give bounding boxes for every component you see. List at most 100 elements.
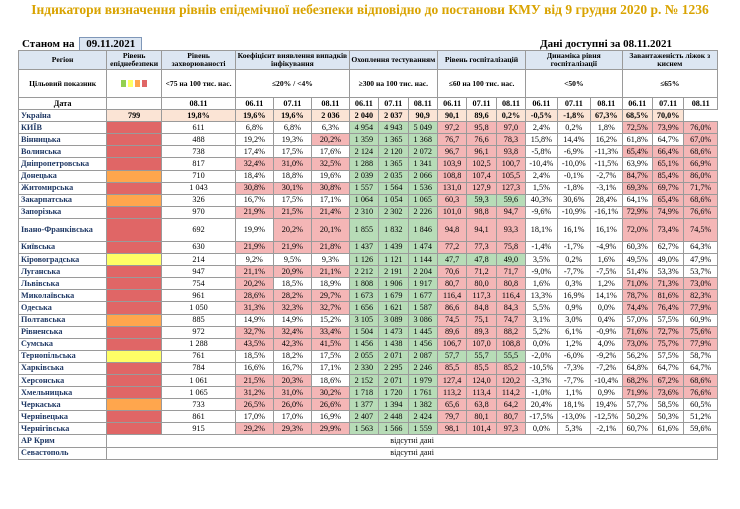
date-row: Дата 08.11 06.11 07.11 08.11 06.11 07.11 08.11… xyxy=(17,96,718,111)
date-cell: 06.11 xyxy=(436,96,468,111)
level-indicator xyxy=(106,217,163,242)
target-testing: ≥300 на 100 тис. нас. xyxy=(348,69,438,98)
value-cell: 2 204 xyxy=(407,265,438,279)
date-cell: 06.11 xyxy=(621,96,653,111)
value-cell: 65,4% xyxy=(651,193,685,207)
value-cell: 1 438 xyxy=(378,337,409,351)
value-cell: 1 456 xyxy=(407,337,438,351)
value-cell: 43,5% xyxy=(235,337,274,351)
region-name: Дніпропетровська xyxy=(17,157,108,171)
value-cell: 80,7 xyxy=(436,277,468,291)
value-cell: 67,0% xyxy=(683,133,718,147)
value-cell: 55,7 xyxy=(466,349,497,363)
available-label: Дані доступні за xyxy=(540,38,621,50)
value-cell: 77,3 xyxy=(466,240,497,255)
table-row: Івано-Франківська 692 19,9% 20,2% 20,1% 1 855… xyxy=(17,217,718,242)
region-name: Закарпатська xyxy=(17,193,108,207)
target-beds: ≤65% xyxy=(621,69,718,98)
value-cell: 1 906 xyxy=(378,277,409,291)
table-row: Запорізька 970 21,9% 21,5% 21,4% 2 310 2 302 2 … xyxy=(17,205,718,219)
value-cell: 76,4% xyxy=(651,301,685,315)
table-row: Одеська 1 050 31,3% 32,3% 32,7% 1 656 1 621 1 5… xyxy=(17,301,718,315)
region-name: Полтавська xyxy=(17,313,108,327)
value-cell: 21,4% xyxy=(311,205,350,219)
value-cell: 21,8% xyxy=(311,240,350,255)
value-cell: 21,9% xyxy=(235,240,274,255)
value-cell: 1 368 xyxy=(407,133,438,147)
value-cell: 2 226 xyxy=(407,205,438,219)
value-cell: 62,7% xyxy=(651,240,685,255)
value-cell: 1 382 xyxy=(407,398,438,412)
table-row: Закарпатська 326 16,7% 17,5% 17,1% 1 064 1 054… xyxy=(17,193,718,207)
value-cell: 20,2% xyxy=(311,133,350,147)
value-cell: -7,7% xyxy=(556,373,592,388)
table-row: Вінницька 488 19,2% 19,3% 20,2% 1 359 1 365 1 3… xyxy=(17,133,718,147)
level-indicator xyxy=(106,169,163,183)
value-cell: 16,6% xyxy=(235,361,274,375)
value-cell: 2 055 xyxy=(348,349,380,363)
value-cell: 970 xyxy=(161,205,237,219)
value-cell: 65,6 xyxy=(436,398,468,412)
value-cell: 1 673 xyxy=(348,289,380,303)
value-cell: 1 377 xyxy=(348,398,380,412)
value-cell: -10,5% xyxy=(525,361,558,375)
value-cell: 1 563 xyxy=(348,422,380,436)
value-cell: 26,6% xyxy=(311,398,350,412)
value-cell: 18,6% xyxy=(311,373,350,388)
value-cell: 71,2 xyxy=(466,265,497,279)
value-cell: 76,6% xyxy=(683,386,718,400)
value-cell: 1 437 xyxy=(348,240,380,255)
value-cell: -1,0% xyxy=(525,386,558,400)
value-cell: 96,1 xyxy=(466,145,497,159)
value-cell: -10,4% xyxy=(525,157,558,171)
value-cell: 76,0% xyxy=(683,121,718,135)
value-cell: 80,7 xyxy=(495,410,527,424)
value-cell: -7,2% xyxy=(590,361,623,375)
value-cell: 20,4% xyxy=(525,398,558,412)
value-cell: -1,4% xyxy=(525,240,558,255)
value-cell: 1 832 xyxy=(378,217,409,242)
value-cell: -16,1% xyxy=(590,205,623,219)
value-cell: 74,9% xyxy=(651,205,685,219)
value-cell: 18,5% xyxy=(235,349,274,363)
region-name: Житомирська xyxy=(17,181,108,195)
value-cell: 1 365 xyxy=(378,133,409,147)
value-cell: 71,6% xyxy=(621,325,653,339)
value-cell: 66,4% xyxy=(651,145,685,159)
value-cell: -5,8% xyxy=(525,145,558,159)
value-cell: 93,3 xyxy=(495,217,527,242)
table-row: Рівненська 972 32,7% 32,4% 33,4% 1 504 1 473 1 … xyxy=(17,325,718,339)
value-cell: 2 087 xyxy=(407,349,438,363)
date-cell: 07.11 xyxy=(466,96,497,111)
value-cell: -10,0% xyxy=(556,157,592,171)
value-cell: 90,9 xyxy=(407,109,438,123)
value-cell: 29,3% xyxy=(272,422,313,436)
value-cell: 58,5% xyxy=(651,398,685,412)
value-cell: 18,5% xyxy=(272,277,313,291)
region-name: Севастополь xyxy=(17,446,108,460)
value-cell: 64,1% xyxy=(621,193,653,207)
date-cell: 07.11 xyxy=(556,96,592,111)
value-cell: 1 365 xyxy=(378,157,409,171)
value-cell: 100,7 xyxy=(495,157,527,171)
red-swatch xyxy=(142,80,148,88)
value-cell: 26,5% xyxy=(235,398,274,412)
table-row: Чернівецька 861 17,0% 17,0% 16,9% 2 407 2 448 2… xyxy=(17,410,718,424)
value-cell: 64,8% xyxy=(621,361,653,375)
value-cell: 103,9 xyxy=(436,157,468,171)
value-cell: -9,0% xyxy=(525,265,558,279)
value-cell: 1 679 xyxy=(378,289,409,303)
value-cell: 972 xyxy=(161,325,237,339)
value-cell: -12,5% xyxy=(590,410,623,424)
value-cell: 42,3% xyxy=(272,337,313,351)
region-name: Одеська xyxy=(17,301,108,315)
target-hosp: ≤60 на 100 тис. нас. xyxy=(436,69,527,98)
value-cell: 68,6% xyxy=(683,145,718,159)
value-cell: 61,6% xyxy=(651,422,685,436)
value-cell: 56,2% xyxy=(621,349,653,363)
value-cell: 4 943 xyxy=(378,121,409,135)
value-cell: 55,5 xyxy=(495,349,527,363)
value-cell: 15,8% xyxy=(525,133,558,147)
value-cell: 20,2% xyxy=(272,217,313,242)
value-cell: 1,8% xyxy=(590,121,623,135)
